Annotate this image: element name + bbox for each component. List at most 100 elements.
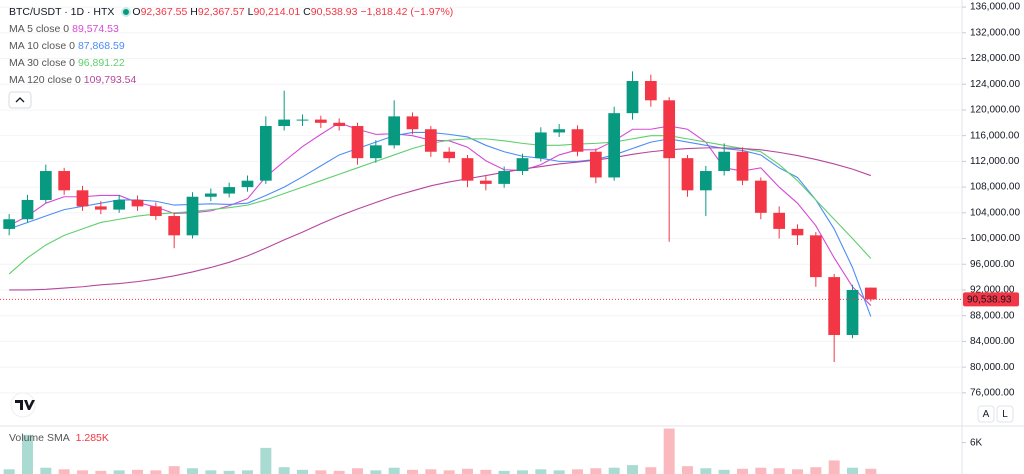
y-tick-label: 124,000.00 <box>970 79 1020 90</box>
candle-body <box>278 119 291 127</box>
volume-bar <box>22 434 33 474</box>
scale-button-box[interactable] <box>977 405 995 423</box>
candle-body <box>754 180 767 213</box>
volume-bar <box>682 466 693 474</box>
collapse-icon <box>15 97 25 103</box>
candle-body <box>663 100 676 159</box>
candle-body <box>168 216 181 236</box>
volume-bar <box>297 469 308 474</box>
y-tick-label: 108,000.00 <box>970 182 1020 193</box>
collapse-box[interactable] <box>8 91 32 109</box>
candle-body <box>773 212 786 229</box>
volume-bar <box>847 467 858 474</box>
candle-body <box>186 196 199 236</box>
ma-name: MA 10 close 0 <box>9 40 75 52</box>
volume-name: Volume SMA <box>9 432 70 444</box>
volume-bar <box>205 470 217 474</box>
volume-bar <box>425 469 437 474</box>
y-tick-label: 88,000.00 <box>970 310 1015 321</box>
volume-bar <box>773 468 785 474</box>
candle-body <box>259 126 272 181</box>
volume-bar <box>132 469 143 474</box>
volume-bar <box>95 470 107 474</box>
volume-bar <box>792 469 803 474</box>
ohlc-prefix: H <box>190 6 198 18</box>
ohlc-values: O92,367.55 H92,367.57 L90,214.01 C90,538.93… <box>132 6 456 18</box>
y-tick-label: 76,000.00 <box>970 387 1015 398</box>
tv-logo[interactable] <box>10 392 36 418</box>
volume-bar <box>755 467 767 474</box>
scale-button-label: L <box>1002 409 1008 420</box>
volume-bar <box>40 467 52 474</box>
ma-line <box>9 147 872 291</box>
candle-body <box>333 122 346 127</box>
volume-bar <box>242 470 253 474</box>
volume-bar <box>718 469 730 474</box>
volume-bar <box>535 469 547 474</box>
y-tick-label: 128,000.00 <box>970 53 1020 64</box>
candle-body <box>94 206 107 210</box>
volume-bar <box>645 467 657 474</box>
ohlc-value: 90,538.93 <box>310 6 358 18</box>
volume-bar <box>407 469 418 474</box>
volume-bar <box>187 468 198 474</box>
candle-body <box>644 81 657 101</box>
candle-body <box>846 289 859 335</box>
candle-body <box>3 219 16 229</box>
ma-value: 109,793.54 <box>83 74 137 86</box>
candle-body <box>828 277 841 335</box>
volume-bar <box>590 468 602 474</box>
candle-body <box>369 145 382 159</box>
candle-body <box>443 151 456 159</box>
status-dot <box>123 8 130 15</box>
ohlc-prefix: C <box>303 6 311 18</box>
ma-value: 87,868.59 <box>77 40 125 52</box>
ohlc-value: 92,367.55 <box>140 6 188 18</box>
volume-bar <box>737 468 748 474</box>
ma-name: MA 120 close 0 <box>9 74 81 86</box>
candle-body <box>571 129 584 152</box>
volume-bar <box>58 469 70 474</box>
y-tick-label: 100,000.00 <box>970 233 1020 244</box>
candle-body <box>351 126 364 159</box>
y-tick-label: 112,000.00 <box>970 156 1020 167</box>
volume-bar <box>498 470 510 474</box>
volume-bar <box>352 468 363 474</box>
candle-body <box>204 193 217 197</box>
collapse-button[interactable] <box>8 91 32 109</box>
candle-body <box>223 187 236 194</box>
ma-value: 96,891.22 <box>77 57 125 69</box>
volume-bar <box>388 467 400 474</box>
ohlc-prefix: L <box>247 6 254 18</box>
y-tick-label: 96,000.00 <box>970 259 1015 270</box>
volume-bar <box>113 470 125 474</box>
y-tick-label: 104,000.00 <box>970 207 1020 218</box>
logo-mark <box>15 400 35 410</box>
candle-body <box>626 81 639 114</box>
y-tick-label: 84,000.00 <box>970 336 1015 347</box>
ma-legend-row: MA 5 close 0 89,574.53 <box>9 23 122 35</box>
volume-tick-label: 6K <box>970 437 983 448</box>
scale-button-box[interactable] <box>996 405 1014 423</box>
header-legend: BTC/USDT · 1D · HTX O92,367.55 H92,367.57 L… <box>9 6 459 18</box>
scale-button[interactable]: A <box>977 405 995 423</box>
scale-button-label: A <box>983 409 990 420</box>
candle-body <box>131 199 144 207</box>
candle-body <box>864 287 877 300</box>
scale-button[interactable]: L <box>996 405 1014 423</box>
volume-bar <box>223 470 235 474</box>
volume-bar <box>810 467 822 474</box>
volume-bar <box>462 468 473 474</box>
candle-body <box>296 119 309 121</box>
candle-body <box>461 158 474 181</box>
volume-bar <box>572 469 583 474</box>
ma-legend-row: MA 120 close 0 109,793.54 <box>9 74 139 86</box>
candle-body <box>314 119 327 123</box>
ohlc-value: 90,214.01 <box>253 6 301 18</box>
volume-bar <box>333 470 345 474</box>
volume-bar <box>663 428 675 474</box>
candle-body <box>21 199 34 220</box>
volume-bar <box>608 467 620 474</box>
volume-legend: Volume SMA 1.285K <box>9 432 112 444</box>
